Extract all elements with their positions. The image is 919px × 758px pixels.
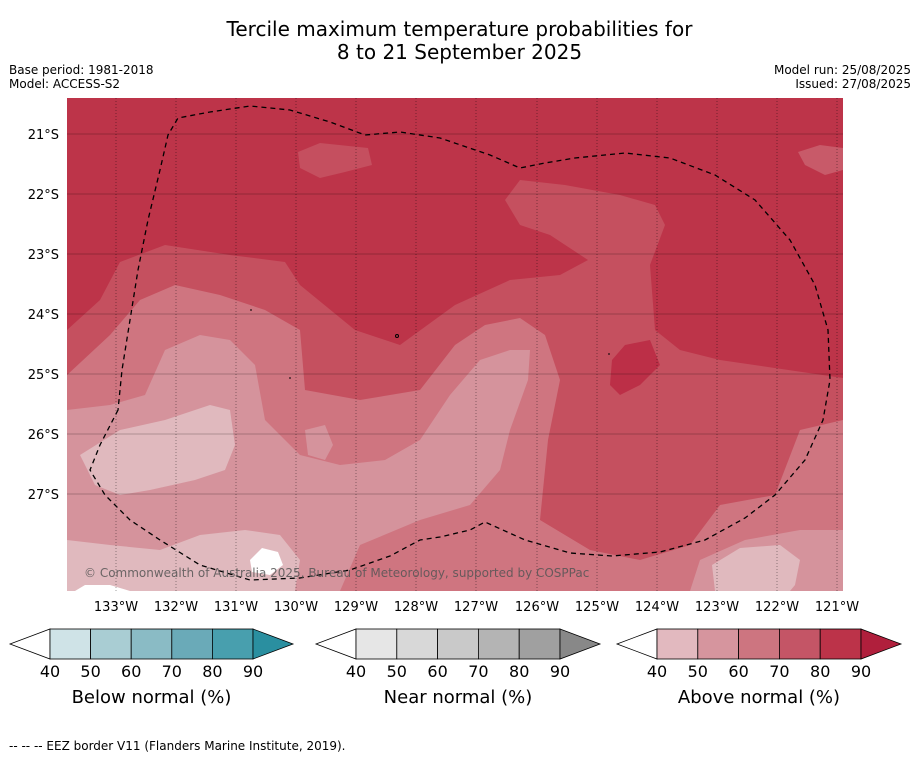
lat-label: 22°S	[28, 188, 59, 203]
band-above-40-south	[67, 530, 300, 591]
lon-label: 129°W	[334, 600, 378, 615]
lon-label: 123°W	[695, 600, 739, 615]
band-above-50-patch	[305, 425, 333, 460]
lat-label: 25°S	[28, 368, 59, 383]
band-above-90-patch	[610, 340, 660, 395]
lon-label: 126°W	[515, 600, 559, 615]
colorbar: 40 50 60 70 80 90 Near normal (%)	[314, 628, 602, 708]
colorbar: 40 50 60 70 80 90 Below normal (%)	[8, 628, 295, 708]
colorbar-over-triangle	[252, 628, 295, 660]
lon-label: 133°W	[94, 600, 138, 615]
colorbar-tick-label: 80	[810, 662, 830, 681]
lat-label: 27°S	[28, 488, 59, 503]
colorbar-tick-label: 50	[688, 662, 708, 681]
colorbar-tick-label: 50	[387, 662, 407, 681]
island-mark	[395, 334, 399, 338]
map-figure: 21°S22°S23°S24°S25°S26°S27°S 133°W 132°W 1…	[8, 98, 903, 708]
band-above-50	[67, 335, 530, 591]
colorbar-tick-label: 80	[509, 662, 529, 681]
lon-label: 130°W	[274, 600, 318, 615]
colorbar-under-triangle	[615, 628, 658, 660]
longitude-labels: 133°W 132°W 131°W 130°W 129°W 128°W 127°W 126°W…	[94, 600, 859, 615]
colorbar-tick-label: 80	[202, 662, 222, 681]
colorbar-segment	[396, 628, 438, 660]
lat-label: 26°S	[28, 428, 59, 443]
eez-border	[89, 105, 831, 581]
latitude-labels: 21°S 22°S 23°S 24°S 25°S 26°S 27°S	[28, 128, 59, 503]
lat-label: 23°S	[28, 248, 59, 263]
colorbar-segment	[697, 628, 739, 660]
base-period: Base period: 1981-2018	[9, 63, 154, 77]
colorbar-title: Near normal (%)	[384, 687, 533, 708]
colorbar-segment	[355, 628, 398, 660]
band-below-40-bottom	[75, 585, 130, 591]
colorbar-under-triangle	[314, 628, 357, 660]
colorbar-segment	[518, 628, 561, 660]
band-below-40	[250, 548, 283, 575]
band-above-40	[80, 405, 235, 495]
lon-label: 128°W	[394, 600, 438, 615]
colorbar-tick-label: 60	[427, 662, 447, 681]
colorbar-tick-label: 90	[243, 662, 263, 681]
meta-right: Model run: 25/08/2025 Issued: 27/08/2025	[774, 63, 911, 91]
colorbar-tick-label: 70	[769, 662, 789, 681]
colorbar-tick-label: 70	[468, 662, 488, 681]
colorbar-segment	[90, 628, 132, 660]
colorbar-tick-label: 40	[40, 662, 60, 681]
colorbar-over-triangle	[860, 628, 903, 660]
colorbar-segment	[819, 628, 862, 660]
colorbar-tick-label: 90	[851, 662, 871, 681]
colorbar-segment	[171, 628, 213, 660]
colorbar-segment	[130, 628, 173, 660]
colorbar-tick-label: 60	[728, 662, 748, 681]
colorbar-segment	[779, 628, 821, 660]
lat-label: 21°S	[28, 128, 59, 143]
colorbar-segment	[477, 628, 520, 660]
issued-date: Issued: 27/08/2025	[795, 77, 911, 91]
islands	[250, 309, 610, 379]
colorbar-segment	[656, 628, 699, 660]
lon-label: 132°W	[154, 600, 198, 615]
band-above-70-patch-north	[298, 143, 372, 178]
meta-left: Base period: 1981-2018 Model: ACCESS-S2	[9, 63, 154, 91]
colorbar-segment	[211, 628, 254, 660]
colorbar-title: Below normal (%)	[72, 687, 232, 708]
model-run: Model run: 25/08/2025	[773, 63, 911, 77]
colorbar-tick-label: 40	[647, 662, 667, 681]
colorbar-segment	[49, 628, 91, 660]
colorbar-tick-label: 90	[550, 662, 570, 681]
lat-label: 24°S	[28, 308, 59, 323]
colorbar-tick-label: 50	[80, 662, 100, 681]
colorbar-segment	[437, 628, 479, 660]
lon-label: 124°W	[635, 600, 679, 615]
title-line-1: Tercile maximum temperature probabilitie…	[226, 17, 693, 41]
chart-title: Tercile maximum temperature probabilitie…	[0, 18, 919, 64]
probability-field	[67, 98, 843, 591]
lon-label: 121°W	[815, 600, 859, 615]
colorbar-title: Above normal (%)	[678, 687, 840, 708]
lon-label: 125°W	[575, 600, 619, 615]
lon-label: 127°W	[454, 600, 498, 615]
colorbar-under-triangle	[8, 628, 51, 660]
colorbar-over-triangle	[559, 628, 602, 660]
colorbars: 40 50 60 70 80 90 Below normal (%) 40 50 60 70 80 90…	[8, 628, 903, 708]
band-above-40-se	[712, 545, 800, 591]
colorbar: 40 50 60 70 80 90 Above normal (%)	[615, 628, 903, 708]
band-above-70-patch	[798, 145, 843, 175]
colorbar-segment	[738, 628, 780, 660]
colorbar-tick-label: 60	[121, 662, 141, 681]
colorbar-tick-label: 70	[162, 662, 182, 681]
title-line-2: 8 to 21 September 2025	[336, 40, 583, 64]
footer-note: -- -- -- EEZ border V11 (Flanders Marine…	[9, 739, 346, 753]
lon-label: 131°W	[214, 600, 258, 615]
model-name: Model: ACCESS-S2	[9, 77, 121, 91]
colorbar-tick-label: 40	[346, 662, 366, 681]
lon-label: 122°W	[755, 600, 799, 615]
map-grid	[67, 98, 843, 591]
copyright-text: © Commonwealth of Australia 2025, Bureau…	[84, 566, 589, 580]
